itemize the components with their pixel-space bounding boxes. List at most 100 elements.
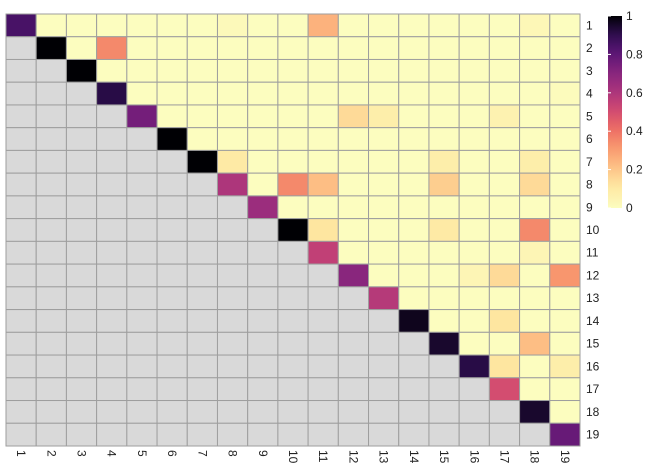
- masked-cell: [96, 309, 128, 333]
- heatmap-cell: [458, 309, 490, 333]
- heatmap-cell: [337, 104, 370, 129]
- masked-cell: [65, 172, 98, 197]
- masked-cell: [458, 400, 490, 424]
- heatmap-cell: [65, 36, 98, 60]
- heatmap-cell: [488, 286, 521, 311]
- masked-cell: [398, 422, 430, 447]
- heatmap-cell: [549, 195, 581, 220]
- masked-cell: [156, 422, 188, 447]
- heatmap-cell: [247, 195, 279, 220]
- heatmap-cell: [247, 36, 279, 60]
- masked-cell: [126, 377, 158, 402]
- heatmap-cell: [428, 58, 460, 83]
- masked-cell: [35, 81, 67, 106]
- heatmap-cell: [428, 195, 460, 220]
- heatmap-cell: [458, 149, 490, 174]
- colorbar-legend: 1 0.8 0.6 0.4 0.2 0: [608, 9, 643, 215]
- heatmap-cell: [458, 172, 490, 197]
- masked-cell: [65, 104, 98, 129]
- masked-cell: [337, 309, 370, 333]
- masked-cell: [186, 218, 218, 242]
- row-label: 18: [586, 405, 600, 419]
- row-label: 19: [586, 428, 600, 442]
- masked-cell: [337, 331, 370, 356]
- heatmap-cell: [428, 13, 460, 38]
- masked-cell: [35, 104, 67, 129]
- masked-cell: [96, 286, 128, 311]
- masked-cell: [126, 331, 158, 356]
- masked-cell: [35, 218, 67, 242]
- heatmap-cell: [307, 240, 339, 265]
- row-label: 1: [586, 18, 593, 32]
- masked-cell: [186, 172, 218, 197]
- heatmap-cell: [368, 218, 400, 242]
- heatmap-cell: [96, 36, 128, 60]
- masked-cell: [186, 422, 218, 447]
- row-label: 6: [586, 132, 593, 146]
- colorbar-tick-label: 0: [626, 201, 633, 215]
- heatmap-cell: [519, 172, 551, 197]
- heatmap-cell: [337, 149, 370, 174]
- masked-cell: [186, 400, 218, 424]
- heatmap-cell: [519, 377, 551, 402]
- column-labels: 1 2 3 4 5 6 7 8 9 10 11 12 13 14 15 16 17 18 19: [14, 450, 572, 464]
- heatmap-cell: [519, 127, 551, 151]
- masked-cell: [35, 422, 67, 447]
- heatmap-cell: [368, 195, 400, 220]
- masked-cell: [186, 286, 218, 311]
- heatmap-cell: [549, 354, 581, 379]
- masked-cell: [277, 331, 309, 356]
- heatmap-cell: [549, 104, 581, 129]
- masked-cell: [216, 400, 249, 424]
- heatmap-cell: [368, 81, 400, 106]
- masked-cell: [216, 377, 249, 402]
- row-label: 4: [586, 87, 593, 101]
- heatmap-cell: [458, 81, 490, 106]
- masked-cell: [126, 422, 158, 447]
- heatmap-cell: [307, 81, 339, 106]
- masked-cell: [5, 149, 37, 174]
- heatmap-cell: [368, 58, 400, 83]
- heatmap-cell: [549, 172, 581, 197]
- heatmap-cell: [368, 36, 400, 60]
- masked-cell: [96, 127, 128, 151]
- heatmap-cell: [488, 195, 521, 220]
- masked-cell: [5, 400, 37, 424]
- heatmap-cell: [398, 263, 430, 288]
- heatmap-cell: [458, 263, 490, 288]
- masked-cell: [126, 309, 158, 333]
- masked-cell: [458, 422, 490, 447]
- heatmap-cell: [368, 104, 400, 129]
- masked-cell: [35, 377, 67, 402]
- masked-cell: [65, 81, 98, 106]
- heatmap-cell: [216, 104, 249, 129]
- heatmap-cell: [488, 240, 521, 265]
- column-label: 16: [467, 450, 481, 464]
- heatmap-cell: [458, 286, 490, 311]
- heatmap-cell: [156, 58, 188, 83]
- heatmap-cell: [186, 81, 218, 106]
- masked-cell: [186, 309, 218, 333]
- masked-cell: [368, 422, 400, 447]
- heatmap-cell: [216, 172, 249, 197]
- column-label: 1: [14, 450, 28, 457]
- heatmap-cell: [549, 149, 581, 174]
- masked-cell: [5, 172, 37, 197]
- row-label: 10: [586, 223, 600, 237]
- masked-cell: [216, 354, 249, 379]
- row-label: 17: [586, 382, 600, 396]
- masked-cell: [216, 195, 249, 220]
- masked-cell: [5, 286, 37, 311]
- masked-cell: [65, 218, 98, 242]
- masked-cell: [65, 263, 98, 288]
- heatmap-cell: [488, 263, 521, 288]
- heatmap-cell: [398, 172, 430, 197]
- heatmap-cell: [398, 36, 430, 60]
- masked-cell: [35, 286, 67, 311]
- heatmap-cell: [428, 286, 460, 311]
- heatmap-cell: [277, 36, 309, 60]
- heatmap-cell: [549, 263, 581, 288]
- heatmap-cell: [488, 127, 521, 151]
- masked-cell: [35, 149, 67, 174]
- heatmap-cell: [156, 13, 188, 38]
